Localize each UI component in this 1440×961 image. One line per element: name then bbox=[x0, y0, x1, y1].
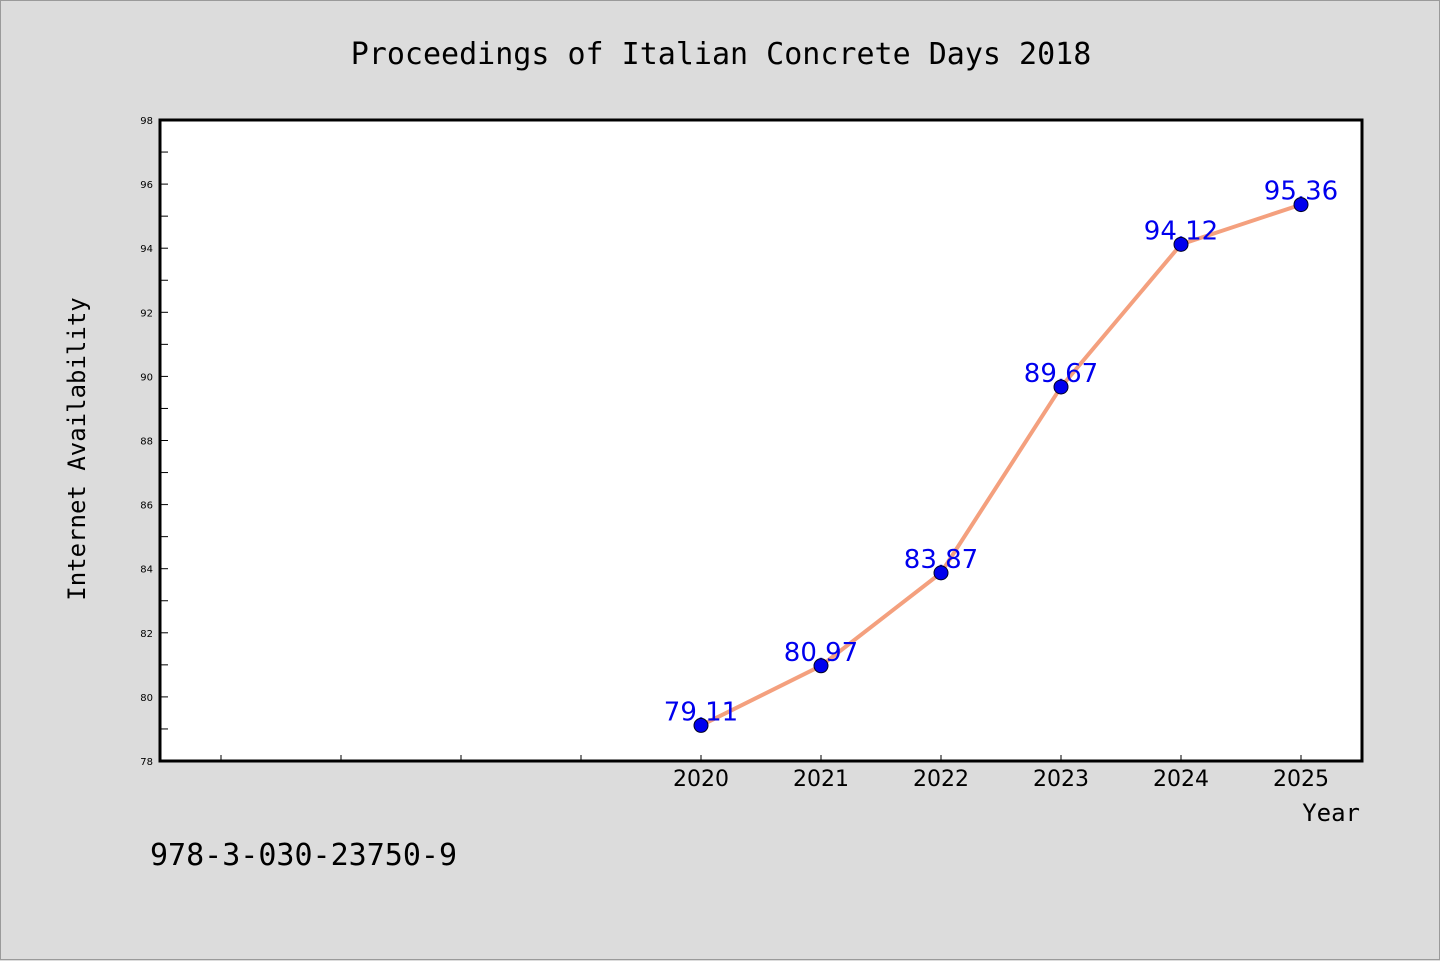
x-tick-label: 2023 bbox=[1033, 767, 1089, 792]
y-tick-label: 94 bbox=[140, 244, 153, 255]
y-tick-label: 92 bbox=[140, 308, 153, 319]
y-tick-label: 78 bbox=[140, 757, 153, 768]
x-axis-label: Year bbox=[1302, 799, 1360, 827]
y-tick-label: 82 bbox=[140, 629, 153, 640]
data-point bbox=[1293, 197, 1309, 213]
plot-area bbox=[158, 118, 1364, 763]
x-tick-label: 2021 bbox=[793, 767, 849, 792]
chart-title: Proceedings of Italian Concrete Days 201… bbox=[351, 37, 1092, 72]
y-tick-label: 88 bbox=[140, 437, 153, 448]
data-point bbox=[1173, 236, 1189, 252]
x-axis: 2020 2021 2022 2023 2024 2025 bbox=[220, 755, 1329, 792]
y-axis-label: Internet Availability bbox=[63, 297, 91, 600]
data-point bbox=[933, 565, 949, 581]
y-tick-label: 98 bbox=[140, 116, 153, 127]
y-tick-label: 96 bbox=[140, 180, 153, 191]
y-tick-label: 90 bbox=[140, 372, 153, 383]
y-tick-label: 84 bbox=[140, 565, 153, 576]
data-point bbox=[693, 717, 709, 733]
x-tick-label: 2022 bbox=[913, 767, 969, 792]
y-axis: 78 80 82 84 86 88 90 92 94 96 98 bbox=[140, 116, 168, 768]
x-tick-label: 2025 bbox=[1273, 767, 1329, 792]
isbn-text: 978-3-030-23750-9 bbox=[150, 838, 457, 873]
y-tick-label: 80 bbox=[140, 693, 153, 704]
x-tick-label: 2020 bbox=[673, 767, 729, 792]
y-tick-label: 86 bbox=[140, 501, 153, 512]
x-tick-label: 2024 bbox=[1153, 767, 1209, 792]
data-point bbox=[1053, 379, 1069, 395]
series-line bbox=[700, 202, 1302, 728]
data-point bbox=[813, 658, 829, 674]
